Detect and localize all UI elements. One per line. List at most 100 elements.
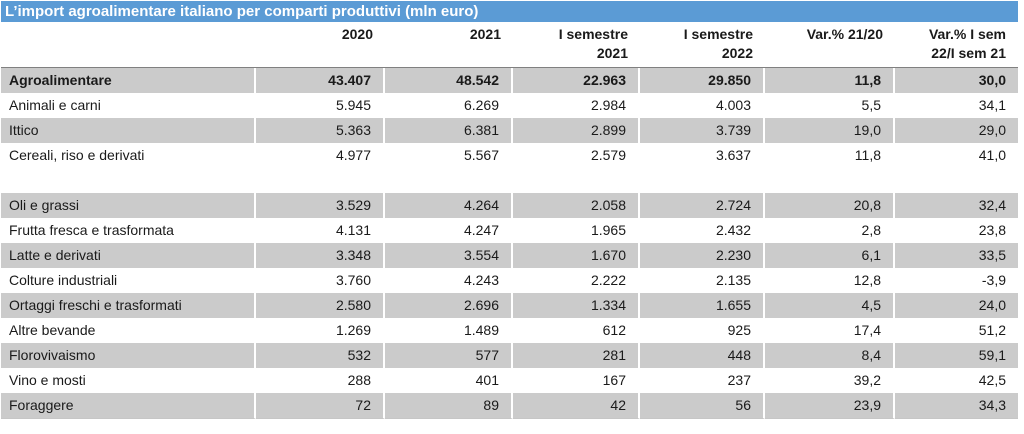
value-cell: 532 xyxy=(256,343,385,368)
table-title-bar: L’import agroalimentare italiano per com… xyxy=(1,1,1018,22)
header-var-sem: Var.% I sem 22/I sem 21 xyxy=(895,22,1018,68)
report-table-page: L’import agroalimentare italiano per com… xyxy=(1,1,1018,419)
value-cell: 281 xyxy=(513,343,640,368)
value-cell: 2.580 xyxy=(256,293,385,318)
table-row: Altre bevande 1.269 1.489 612 925 17,4 51,2 xyxy=(1,318,1018,343)
header-line2: 2022 xyxy=(721,45,753,61)
row-label: Animali e carni xyxy=(1,93,256,118)
table-row: Ittico 5.363 6.381 2.899 3.739 19,0 29,0 xyxy=(1,118,1018,143)
header-sem1-2022: I semestre 2022 xyxy=(640,22,765,68)
value-cell: 3.529 xyxy=(256,193,385,218)
value-cell: 5,5 xyxy=(765,93,895,118)
header-line2: 2021 xyxy=(596,45,628,61)
value-cell: 29,0 xyxy=(895,118,1018,143)
table-row: Ortaggi freschi e trasformati 2.580 2.696 1… xyxy=(1,293,1018,318)
value-cell: 3.637 xyxy=(640,143,765,168)
value-cell xyxy=(513,168,640,193)
value-cell: 6.269 xyxy=(385,93,513,118)
row-label: Latte e derivati xyxy=(1,243,256,268)
value-cell: 29.850 xyxy=(640,68,765,93)
table-row: Cereali, riso e derivati 4.977 5.567 2.579 3… xyxy=(1,143,1018,168)
value-cell xyxy=(640,168,765,193)
value-cell: 448 xyxy=(640,343,765,368)
table-row: Florovivaismo 532 577 281 448 8,4 59,1 xyxy=(1,343,1018,368)
value-cell: 5.945 xyxy=(256,93,385,118)
value-cell: 1.655 xyxy=(640,293,765,318)
value-cell: 51,2 xyxy=(978,322,1006,338)
value-cell: 42 xyxy=(513,393,640,419)
header-line2: 22/I sem 21 xyxy=(931,45,1006,61)
value-cell: 72 xyxy=(256,393,385,419)
value-cell: 6.381 xyxy=(385,118,513,143)
header-row: 2020 2021 I semestre 2021 I semestre 202… xyxy=(1,22,1018,68)
value-cell xyxy=(385,168,513,193)
table-row: Vino e mosti 288 401 167 237 39,2 42,5 xyxy=(1,368,1018,393)
value-cell: 2.984 xyxy=(513,93,640,118)
value-cell: 577 xyxy=(385,343,513,368)
value-cell: 4,5 xyxy=(765,293,895,318)
value-cell: 30,0 xyxy=(895,68,1018,93)
value-cell: 2.696 xyxy=(385,293,513,318)
value-cell: 1.670 xyxy=(513,243,640,268)
value-cell: 42,5 xyxy=(978,372,1006,388)
value-cell: 17,4 xyxy=(765,318,895,343)
table-row: Oli e grassi 3.529 4.264 2.058 2.724 20,8 32,4 xyxy=(1,193,1018,218)
value-cell: 4.243 xyxy=(385,268,513,293)
header-category xyxy=(1,22,256,68)
value-cell: 3.739 xyxy=(640,118,765,143)
value-cell: 288 xyxy=(256,368,385,393)
table-body: Agroalimentare 43.407 48.542 22.963 29.850 11… xyxy=(1,68,1018,419)
value-cell: 33,5 xyxy=(895,243,1018,268)
value-cell: 925 xyxy=(640,318,765,343)
value-cell: 2.899 xyxy=(513,118,640,143)
value-cell: 23,9 xyxy=(765,393,895,419)
value-cell xyxy=(765,168,895,193)
header-2020: 2020 xyxy=(256,22,385,68)
value-cell: 1.334 xyxy=(513,293,640,318)
value-cell: 4.247 xyxy=(385,218,513,243)
value-cell: 4.003 xyxy=(640,93,765,118)
value-cell: 4.977 xyxy=(256,143,385,168)
row-label: Ortaggi freschi e trasformati xyxy=(1,293,256,318)
value-cell: 237 xyxy=(640,368,765,393)
value-cell: 3.760 xyxy=(256,268,385,293)
row-label: Colture industriali xyxy=(1,268,256,293)
value-cell: 2.432 xyxy=(640,218,765,243)
value-cell: 4.264 xyxy=(385,193,513,218)
header-var-21-20: Var.% 21/20 xyxy=(765,22,895,68)
value-cell: 20,8 xyxy=(765,193,895,218)
value-cell: 4.131 xyxy=(256,218,385,243)
value-cell: 612 xyxy=(513,318,640,343)
value-cell: 56 xyxy=(640,393,765,419)
value-cell: 24,0 xyxy=(895,293,1018,318)
table-row: Latte e derivati 3.348 3.554 1.670 2.230 6,1 3… xyxy=(1,243,1018,268)
table-row: Foraggere 72 89 42 56 23,9 34,3 xyxy=(1,393,1018,419)
header-2021: 2021 xyxy=(385,22,513,68)
value-cell: 8,4 xyxy=(765,343,895,368)
value-cell: 22.963 xyxy=(513,68,640,93)
value-cell: 32,4 xyxy=(895,193,1018,218)
header-line1: I semestre xyxy=(683,26,753,42)
row-label: Frutta fresca e trasformata xyxy=(1,218,256,243)
value-cell: 1.269 xyxy=(256,318,385,343)
value-cell: 3.348 xyxy=(256,243,385,268)
value-cell: 2.230 xyxy=(640,243,765,268)
value-cell: 43.407 xyxy=(256,68,385,93)
value-cell: 11,8 xyxy=(765,68,895,93)
value-cell: 59,1 xyxy=(895,343,1018,368)
value-cell: 5.363 xyxy=(256,118,385,143)
import-table: 2020 2021 I semestre 2021 I semestre 202… xyxy=(1,22,1018,419)
row-label: Ittico xyxy=(1,118,256,143)
table-row: Agroalimentare 43.407 48.542 22.963 29.850 11… xyxy=(1,68,1018,93)
table-row: Colture industriali 3.760 4.243 2.222 2.135 1… xyxy=(1,268,1018,293)
row-label xyxy=(1,168,256,193)
value-cell: 2.724 xyxy=(640,193,765,218)
value-cell: 34,1 xyxy=(978,97,1006,113)
value-cell: 2.058 xyxy=(513,193,640,218)
value-cell: 1.489 xyxy=(385,318,513,343)
value-cell: 2.579 xyxy=(513,143,640,168)
value-cell: 167 xyxy=(513,368,640,393)
spacer-row xyxy=(1,168,1018,193)
value-cell: -3,9 xyxy=(981,272,1006,288)
table-title: L’import agroalimentare italiano per com… xyxy=(5,3,479,20)
